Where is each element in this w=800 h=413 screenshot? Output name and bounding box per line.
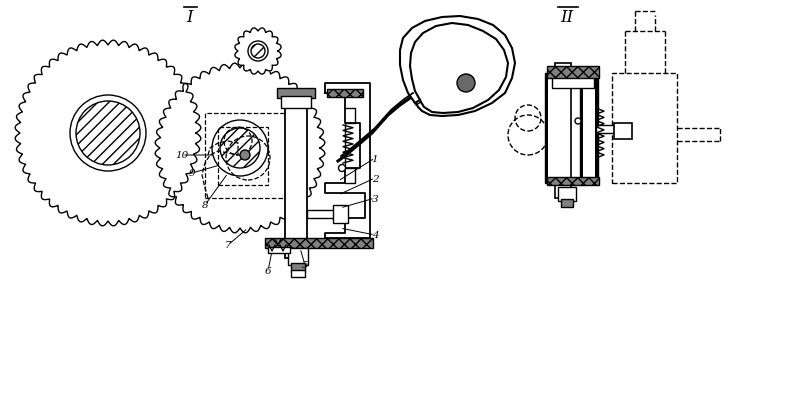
Bar (558, 188, 576, 202)
Polygon shape (235, 29, 281, 75)
Bar (547, 67, 599, 79)
Bar (307, 211, 337, 218)
Text: 2: 2 (372, 174, 378, 183)
Text: II: II (560, 9, 574, 26)
Bar (552, 77, 594, 89)
Bar (265, 238, 373, 248)
Bar (291, 271, 305, 277)
Circle shape (251, 45, 265, 59)
Bar (561, 199, 573, 207)
Bar (580, 74, 598, 183)
Circle shape (457, 75, 475, 93)
Polygon shape (325, 84, 370, 238)
Polygon shape (155, 64, 325, 233)
Circle shape (248, 42, 268, 62)
Text: 4: 4 (372, 231, 378, 240)
Circle shape (240, 151, 250, 161)
Bar (288, 248, 308, 266)
Bar (333, 206, 348, 223)
Bar (545, 74, 563, 183)
Bar (548, 77, 560, 180)
Bar (218, 128, 268, 185)
Bar (547, 178, 599, 185)
Text: 3: 3 (372, 194, 378, 203)
Text: 6: 6 (265, 267, 271, 276)
Circle shape (338, 165, 346, 172)
Bar (205, 114, 285, 199)
Circle shape (76, 102, 140, 166)
Text: I: I (186, 9, 194, 26)
Bar (285, 94, 307, 259)
Text: 10: 10 (175, 151, 189, 160)
Bar (612, 74, 677, 183)
Bar (291, 263, 305, 271)
Circle shape (70, 96, 146, 171)
Text: 7: 7 (225, 241, 231, 250)
Bar (583, 77, 595, 180)
Polygon shape (15, 41, 201, 226)
Bar (614, 124, 632, 140)
Bar (268, 247, 290, 254)
Bar (281, 97, 311, 109)
Bar (596, 126, 614, 134)
Bar (277, 89, 315, 99)
Text: 5: 5 (302, 261, 308, 270)
Text: 8: 8 (202, 201, 208, 210)
Circle shape (212, 121, 268, 177)
Bar (327, 90, 363, 98)
Text: 1: 1 (372, 154, 378, 163)
Circle shape (220, 129, 260, 169)
Text: 9: 9 (189, 169, 195, 178)
Bar (555, 64, 571, 199)
Bar (285, 94, 307, 259)
Circle shape (575, 119, 581, 125)
